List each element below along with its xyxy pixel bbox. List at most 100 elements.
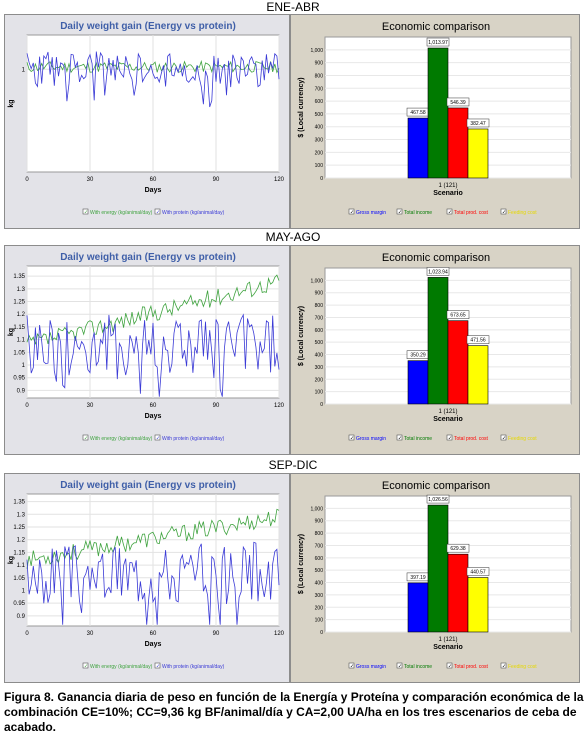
data-label-box: [446, 310, 470, 319]
y-tick-label: 1: [22, 588, 26, 594]
figure-caption: Figura 8. Ganancia diaria de peso en fun…: [4, 690, 584, 734]
x-axis-label: Scenario: [433, 190, 463, 197]
x-tick-label: 60: [150, 631, 157, 637]
y-tick-label: 1: [22, 67, 26, 73]
scenario-title: SEP-DIC: [268, 458, 318, 472]
y-axis-label: kg: [8, 99, 15, 107]
y-tick-label: 500: [315, 340, 324, 346]
y-tick-label: 1.1: [17, 338, 26, 344]
data-label: 471.56: [470, 338, 486, 344]
data-label-box: [426, 267, 450, 276]
y-tick-label: 1.05: [13, 576, 25, 582]
y-tick-label: 300: [315, 593, 324, 599]
bar: [427, 47, 449, 179]
y-tick-label: 900: [315, 61, 324, 67]
y-tick-label: 0: [320, 176, 323, 182]
bar: [407, 582, 429, 633]
legend-entry: Total prod. cost: [454, 436, 489, 442]
x-axis-label: Scenario: [433, 644, 463, 651]
y-axis-label: $ (Local currency): [298, 534, 305, 594]
legend-checkbox: [446, 208, 453, 215]
y-tick-label: 1.3: [17, 512, 26, 518]
legend-entry: Feeding cost: [508, 210, 537, 216]
scenario-title: ENE-ABR: [266, 0, 320, 14]
data-label-box: [466, 567, 490, 576]
line-chart: Daily weight gain (Energy vs protein) 0 30…: [8, 480, 285, 670]
series-line: [26, 59, 280, 74]
legend-entry: Total prod. cost: [454, 664, 489, 670]
y-tick-label: 1,000: [310, 48, 323, 54]
legend-check: ✓: [448, 436, 452, 442]
bar-chart-panel: Economic comparison 0 100 200 300 400 500 600 70…: [290, 473, 580, 683]
y-tick-label: 0: [320, 402, 323, 408]
legend-checkbox: [500, 208, 507, 215]
y-tick-label: 1.3: [17, 287, 26, 293]
x-tick-label: 60: [150, 177, 157, 183]
y-tick-label: 1: [22, 363, 26, 369]
legend-checkbox: [396, 662, 403, 669]
bar: [407, 117, 429, 179]
legend-entry: Feeding cost: [508, 664, 537, 670]
y-tick-label: 1.1: [17, 563, 26, 569]
y-axis-label: kg: [8, 328, 15, 336]
series-line: [26, 274, 280, 345]
chart-title: Daily weight gain (Energy vs protein): [60, 480, 236, 491]
legend-checkbox: [500, 434, 507, 441]
legend-check: ✓: [448, 664, 452, 670]
y-tick-label: 500: [315, 568, 324, 574]
x-axis-label: Days: [145, 187, 162, 194]
chart-title: Daily weight gain (Energy vs protein): [60, 21, 236, 32]
x-axis-label: Days: [145, 641, 162, 648]
y-tick-label: 800: [315, 531, 324, 537]
y-tick-label: 1.35: [13, 500, 25, 506]
series-line: [26, 541, 280, 625]
bar-chart-panel: Economic comparison 0 100 200 300 400 500 600 70…: [290, 245, 580, 455]
y-tick-label: 900: [315, 291, 324, 297]
y-tick-label: 500: [315, 112, 324, 118]
legend-entry: With energy (kg/animal/day): [90, 664, 153, 670]
x-tick-label: 90: [213, 177, 220, 183]
bar-chart: Economic comparison 0 100 200 300 400 500 600 70…: [298, 480, 572, 670]
legend-checkbox: [154, 208, 161, 215]
legend-checkbox: [348, 208, 355, 215]
legend-checkbox: [396, 434, 403, 441]
bar: [447, 553, 469, 633]
y-tick-label: 700: [315, 86, 324, 92]
chart-title: Economic comparison: [382, 21, 490, 33]
legend-entry: Total income: [404, 436, 432, 442]
legend-entry: Gross margin: [356, 210, 386, 216]
data-label: 629.38: [450, 546, 466, 552]
legend-entry: Total income: [404, 664, 432, 670]
y-tick-label: 200: [315, 605, 324, 611]
legend-check: ✓: [350, 664, 354, 670]
bar: [467, 577, 489, 633]
legend-check: ✓: [156, 436, 160, 442]
y-tick-label: 600: [315, 556, 324, 562]
y-tick-label: 100: [315, 390, 324, 396]
y-tick-label: 800: [315, 73, 324, 79]
x-tick-label: 30: [87, 403, 94, 409]
legend-checkbox: [396, 208, 403, 215]
y-tick-label: 100: [315, 618, 324, 624]
legend-checkbox: [82, 208, 89, 215]
y-tick-label: 1.15: [13, 550, 25, 556]
x-tick-label: 90: [213, 631, 220, 637]
legend-entry: With protein (kg/animal/day): [162, 436, 225, 442]
legend-check: ✓: [156, 664, 160, 670]
y-tick-label: 0.95: [13, 376, 25, 382]
legend-checkbox: [154, 662, 161, 669]
scenario-title: MAY-AGO: [265, 230, 321, 244]
bar: [427, 504, 449, 633]
y-tick-label: 1.2: [17, 312, 26, 318]
data-label: 397.19: [410, 575, 426, 581]
legend-check: ✓: [502, 436, 506, 442]
y-tick-label: 300: [315, 138, 324, 144]
x-tick-label: 0: [25, 403, 29, 409]
x-tick-label: 120: [274, 403, 285, 409]
data-label: 440.57: [470, 570, 486, 576]
data-label: 1,013.97: [428, 40, 448, 46]
y-tick-label: 400: [315, 581, 324, 587]
legend-entry: With energy (kg/animal/day): [90, 436, 153, 442]
y-tick-label: 1.15: [13, 325, 25, 331]
legend-checkbox: [500, 662, 507, 669]
